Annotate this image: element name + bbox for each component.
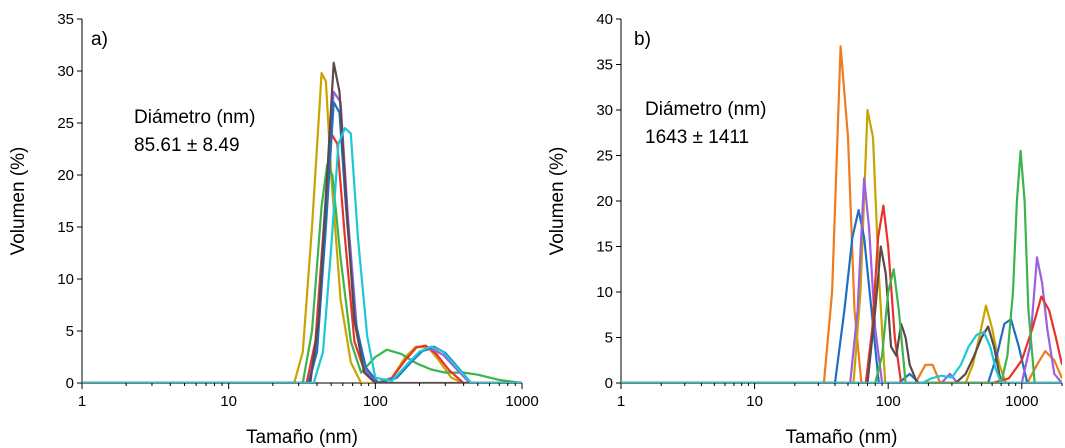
panel-label: a) [91, 29, 108, 50]
x-tick-label: 1 [617, 393, 625, 410]
x-axis-title: Tamaño (nm) [786, 427, 898, 448]
y-tick-label: 15 [57, 219, 74, 236]
series-line [621, 330, 1062, 383]
y-tick-label: 0 [605, 375, 613, 392]
y-tick-label: 25 [57, 115, 74, 132]
y-tick-label: 40 [596, 11, 613, 28]
y-axis-title: Volumen (%) [8, 147, 29, 256]
x-tick-label: 100 [363, 393, 388, 410]
y-tick-label: 30 [57, 63, 74, 80]
x-axis-title: Tamaño (nm) [246, 427, 358, 448]
diameter-annotation: 1643 ± 1411 [645, 127, 749, 148]
y-tick-label: 35 [57, 11, 74, 28]
y-tick-label: 10 [596, 284, 613, 301]
x-tick-label: 100 [876, 393, 901, 410]
y-tick-label: 20 [57, 167, 74, 184]
panel-label: b) [634, 29, 651, 50]
x-tick-label: 10 [746, 393, 763, 410]
y-tick-label: 35 [596, 57, 613, 74]
y-axis-title: Volumen (%) [547, 147, 568, 256]
series-line [82, 127, 522, 383]
series-line [621, 204, 1062, 383]
y-tick-label: 10 [57, 271, 74, 288]
series-line [621, 245, 1062, 383]
x-tick-label: 1 [78, 393, 86, 410]
series-line [621, 149, 1062, 383]
series-line [82, 71, 522, 383]
x-tick-label: 1000 [1005, 393, 1038, 410]
series-line [621, 108, 1062, 383]
chart-panel-b: 0 5 10 15 20 25 30 35 40 1 10 100 1000 b) Diámetro (nm… [547, 11, 1063, 448]
chart-panel-a: 0 5 10 15 20 25 30 35 1 10 100 1000 a) Diámetro (nm) 8… [8, 11, 539, 448]
series-line [82, 132, 522, 383]
y-tick-label: 0 [66, 375, 74, 392]
series-line [82, 61, 522, 383]
y-tick-label: 5 [605, 330, 613, 347]
series-line [621, 177, 1062, 383]
diameter-annotation: Diámetro (nm) [134, 107, 255, 128]
y-tick-label: 30 [596, 102, 613, 119]
y-tick-label: 5 [66, 323, 74, 340]
diameter-annotation: Diámetro (nm) [645, 99, 766, 120]
diameter-annotation: 85.61 ± 8.49 [134, 135, 240, 156]
x-tick-label: 1000 [505, 393, 538, 410]
x-tick-label: 10 [220, 393, 237, 410]
y-tick-label: 20 [596, 193, 613, 210]
series-line [621, 45, 1062, 383]
y-tick-label: 15 [596, 239, 613, 256]
y-tick-label: 25 [596, 148, 613, 165]
